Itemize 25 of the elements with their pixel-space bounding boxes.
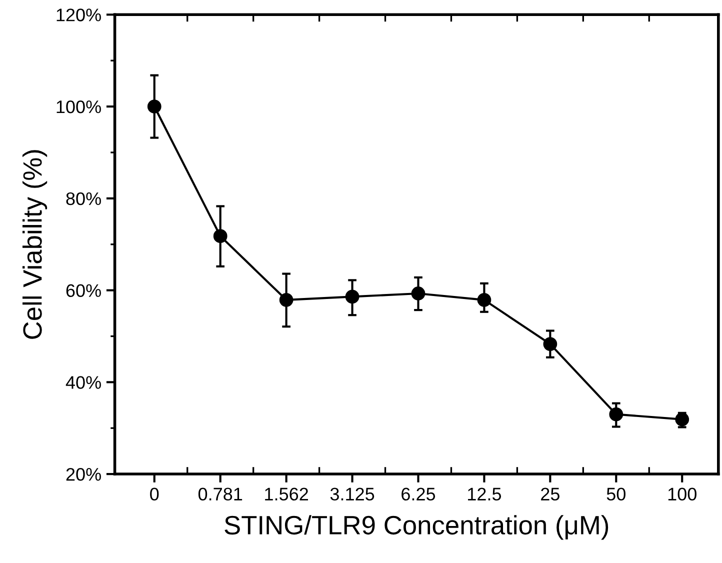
point xyxy=(147,100,162,114)
y-tick-label: 40% xyxy=(66,376,101,389)
y-tick-label: 60% xyxy=(66,284,101,298)
x-tick-label: 12.5 xyxy=(468,488,502,501)
y-tick-label: 80% xyxy=(66,192,101,206)
x-tick-label: 50 xyxy=(606,488,626,501)
x-tick-label: 0.781 xyxy=(198,488,242,501)
point xyxy=(345,290,360,304)
x-tick-label: 25 xyxy=(541,488,560,501)
x-tick-label: 3.125 xyxy=(330,488,374,501)
x-tick-label: 0 xyxy=(150,488,159,501)
point xyxy=(477,292,492,307)
y-tick-label: 120% xyxy=(56,8,101,22)
point xyxy=(609,407,624,422)
point xyxy=(213,229,228,244)
y-tick-label: 20% xyxy=(66,468,101,481)
x-tick-label: 100 xyxy=(668,488,696,501)
x-tick-label: 6.25 xyxy=(402,488,436,501)
y-tick-label: 100% xyxy=(56,100,101,114)
x-axis-title: STING/TLR9 Concentration (μM) xyxy=(224,515,608,540)
point xyxy=(279,292,294,307)
point xyxy=(411,286,426,300)
x-tick-label: 1.562 xyxy=(265,488,308,501)
point xyxy=(543,337,558,351)
y-axis-title: Cell Viability (%) xyxy=(22,150,48,339)
